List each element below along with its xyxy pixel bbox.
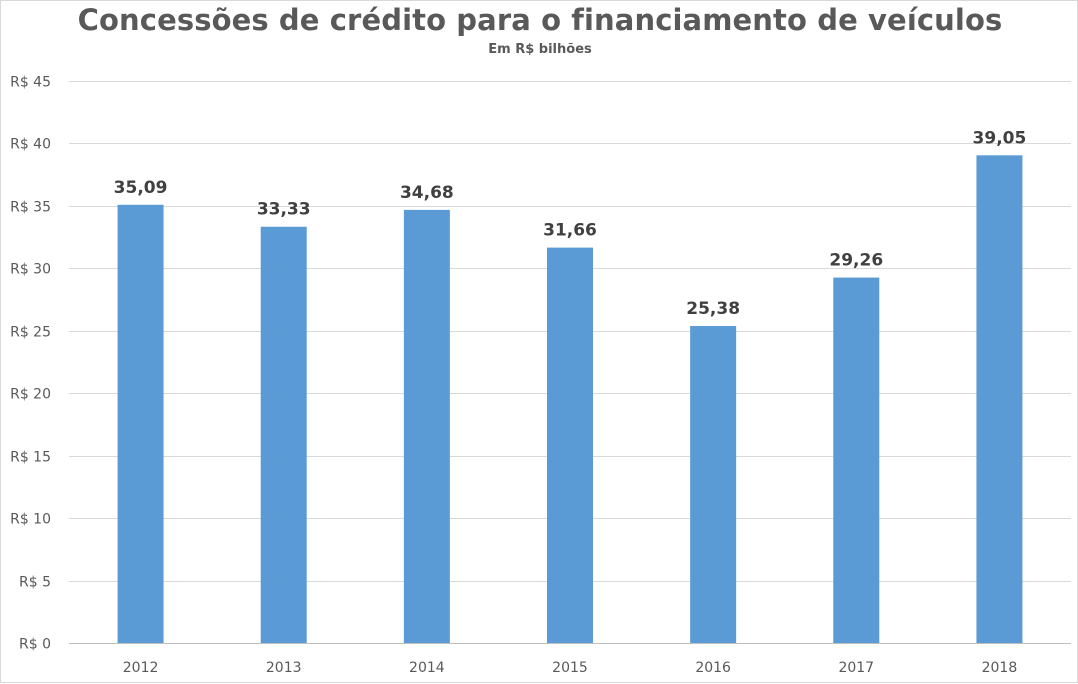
- x-tick-label-2018: 2018: [982, 660, 1018, 676]
- x-tick-label-2017: 2017: [838, 660, 874, 676]
- bar-2016: [690, 326, 737, 643]
- data-labels: 35,09 33,33 34,68 31,66 25,38 29,26 39,05: [114, 128, 1027, 319]
- x-axis-tick-labels: 2012 2013 2014 2015 2016 2017 2018: [123, 660, 1017, 676]
- y-tick-label: R$ 25: [10, 325, 51, 341]
- y-tick-label: R$ 10: [10, 512, 51, 528]
- data-label-2017: 29,26: [829, 251, 883, 271]
- x-tick-label-2012: 2012: [123, 660, 159, 676]
- bar-2015: [547, 247, 593, 643]
- x-tick-label-2016: 2016: [695, 660, 731, 676]
- y-tick-label: R$ 5: [19, 575, 51, 591]
- y-tick-label: R$ 35: [10, 200, 51, 216]
- chart-subtitle: Em R$ bilhões: [488, 42, 592, 57]
- x-tick-label-2014: 2014: [409, 660, 445, 676]
- bar-2013: [260, 226, 307, 643]
- data-label-2013: 33,33: [257, 200, 311, 220]
- bar-2012: [117, 204, 164, 643]
- y-tick-label: R$ 0: [19, 637, 51, 653]
- bar-2014: [403, 209, 450, 644]
- data-label-2018: 39,05: [973, 128, 1027, 148]
- data-label-2015: 31,66: [543, 221, 597, 241]
- y-tick-label: R$ 40: [10, 137, 51, 153]
- y-tick-label: R$ 30: [10, 262, 51, 278]
- y-tick-label: R$ 20: [10, 387, 51, 403]
- y-tick-label: R$ 45: [10, 75, 51, 91]
- data-label-2014: 34,68: [400, 183, 454, 203]
- data-label-2016: 25,38: [686, 299, 740, 319]
- data-label-2012: 35,09: [114, 178, 168, 198]
- bars: [117, 155, 1023, 644]
- x-tick-label-2013: 2013: [266, 660, 302, 676]
- chart-title: Concessões de crédito para o financiamen…: [77, 3, 1003, 37]
- bar-2017: [833, 277, 880, 643]
- x-tick-label-2015: 2015: [552, 660, 588, 676]
- bar-2018: [976, 155, 1023, 643]
- y-axis-tick-labels: R$ 0 R$ 5 R$ 10 R$ 15 R$ 20 R$ 25 R$ 30 R$ 35 R$…: [10, 75, 51, 653]
- y-tick-label: R$ 15: [10, 450, 51, 466]
